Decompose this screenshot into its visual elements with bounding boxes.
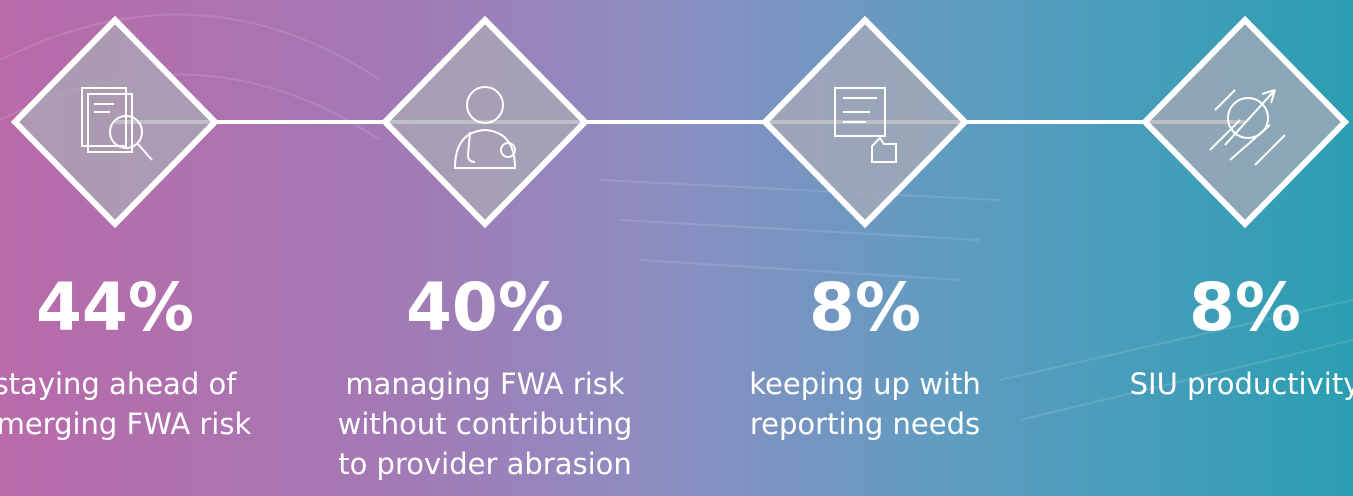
stat-value: 8%	[675, 268, 1055, 348]
description-line: reporting needs	[675, 404, 1055, 444]
stat-value: 40%	[295, 268, 675, 348]
description-line: staying ahead of	[0, 364, 305, 404]
description-line: keeping up with	[675, 364, 1055, 404]
description-line: to provider abrasion	[295, 444, 675, 484]
infographic: {"items": [ {"stat": "44%", "lines": ["s…	[0, 0, 1353, 496]
stat-description: SIU productivity	[1055, 364, 1353, 404]
stat-value: 44%	[0, 268, 305, 348]
description-line: managing FWA risk	[295, 364, 675, 404]
description-line: emerging FWA risk	[0, 404, 305, 444]
description-line: without contributing	[295, 404, 675, 444]
description-line: SIU productivity	[1055, 364, 1353, 404]
stat-value: 8%	[1055, 268, 1353, 348]
